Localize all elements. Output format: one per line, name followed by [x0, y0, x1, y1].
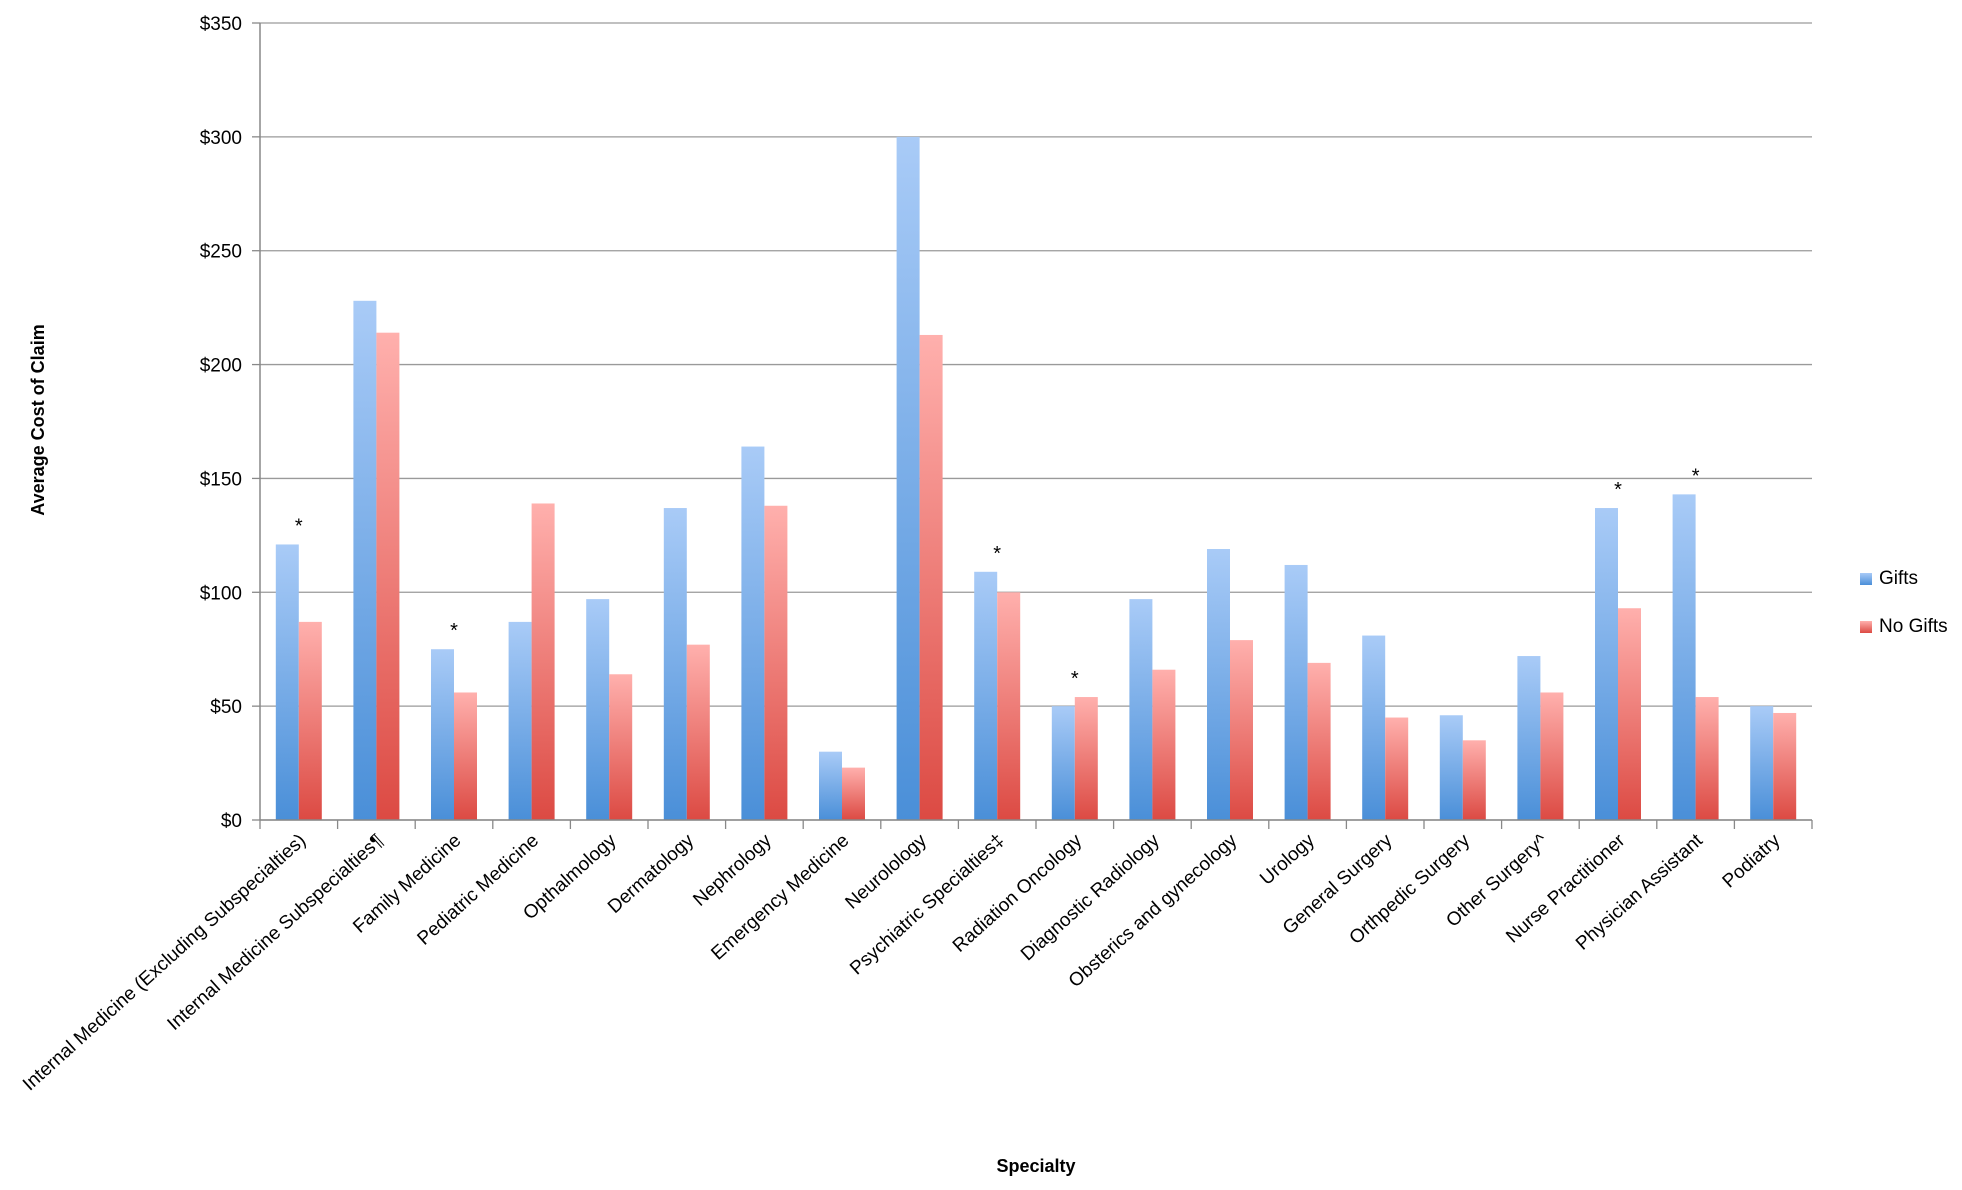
- bar-gifts: [586, 599, 610, 820]
- bar-no-gifts: [919, 334, 943, 820]
- significance-marker: *: [1614, 479, 1622, 501]
- bar-gifts: [1362, 635, 1386, 820]
- bar-gifts: [896, 136, 920, 820]
- bar-no-gifts: [376, 332, 400, 820]
- significance-marker: *: [450, 620, 458, 642]
- bar-no-gifts: [1230, 640, 1253, 820]
- bar-gifts: [353, 300, 377, 821]
- bar-gifts: [1051, 706, 1075, 820]
- bar-no-gifts: [764, 505, 788, 820]
- bar-gifts: [1439, 715, 1463, 820]
- bar-no-gifts: [842, 767, 865, 820]
- bar-no-gifts: [454, 692, 477, 820]
- bar-no-gifts: [686, 644, 710, 820]
- bar-no-gifts: [1385, 717, 1409, 820]
- y-axis-title: Average Cost of Claim: [28, 324, 48, 515]
- bar-gifts: [431, 649, 454, 820]
- bar-no-gifts: [609, 674, 633, 820]
- y-tick-label: $350: [200, 14, 242, 35]
- y-tick-label: $200: [200, 356, 242, 377]
- y-tick-label: $50: [210, 697, 242, 718]
- y-tick-label: $100: [200, 583, 242, 604]
- bar-gifts: [974, 571, 998, 820]
- y-tick-label: $250: [200, 242, 242, 263]
- bar-gifts: [1750, 706, 1774, 820]
- bar-gifts: [1207, 549, 1230, 820]
- bar-no-gifts: [1074, 697, 1098, 820]
- x-category-label: Diagnostic Radiology: [1017, 830, 1164, 965]
- x-category-label: Urology: [1256, 830, 1319, 890]
- legend-swatch: [1860, 621, 1872, 633]
- bar-gifts: [1129, 599, 1153, 820]
- x-category-label: Internal Medicine (Excluding Subspecialt…: [19, 830, 310, 1095]
- x-category-label: Physician Assistant: [1572, 830, 1707, 955]
- legend-swatch: [1860, 573, 1872, 585]
- bar-no-gifts: [1618, 608, 1641, 820]
- axes: [252, 22, 1813, 829]
- x-category-label: Emergency Medicine: [707, 830, 853, 964]
- significance-marker: *: [295, 515, 303, 537]
- bar-no-gifts: [1773, 712, 1797, 820]
- bar-gifts: [819, 751, 842, 820]
- bar-no-gifts: [1540, 692, 1564, 820]
- bar-no-gifts: [1695, 697, 1719, 820]
- bars: [275, 136, 1797, 821]
- significance-marker: *: [1071, 668, 1079, 690]
- bar-gifts: [663, 508, 687, 820]
- x-category-label: Radiation Oncology: [949, 830, 1087, 957]
- bar-gifts: [1672, 494, 1696, 820]
- bar-gifts: [1517, 656, 1541, 820]
- legend-label: Gifts: [1879, 568, 1918, 589]
- legend-label: No Gifts: [1879, 616, 1948, 637]
- bar-gifts: [1595, 508, 1618, 820]
- bar-gifts: [275, 544, 299, 820]
- significance-marker: *: [1692, 465, 1700, 487]
- y-tick-label: $0: [221, 811, 242, 832]
- bar-no-gifts: [997, 592, 1021, 820]
- gridlines: [260, 22, 1812, 821]
- y-tick-label: $300: [200, 128, 242, 149]
- bar-gifts: [508, 621, 532, 820]
- x-category-label: Podiatry: [1719, 830, 1785, 893]
- x-axis-title: Specialty: [996, 1156, 1075, 1176]
- legend: Gifts No Gifts: [1860, 568, 1948, 637]
- bar-no-gifts: [298, 621, 322, 820]
- bar-no-gifts: [531, 503, 555, 820]
- bar-no-gifts: [1307, 662, 1331, 820]
- x-category-label: Dermatology: [604, 830, 698, 918]
- significance-marker: *: [993, 543, 1001, 565]
- y-tick-label: $150: [200, 469, 242, 490]
- bar-no-gifts: [1152, 669, 1176, 820]
- x-category-label: Psychiatric Specialties‡: [846, 830, 1008, 979]
- bar-no-gifts: [1462, 740, 1486, 820]
- bar-gifts: [741, 446, 765, 820]
- bar-gifts: [1284, 564, 1308, 820]
